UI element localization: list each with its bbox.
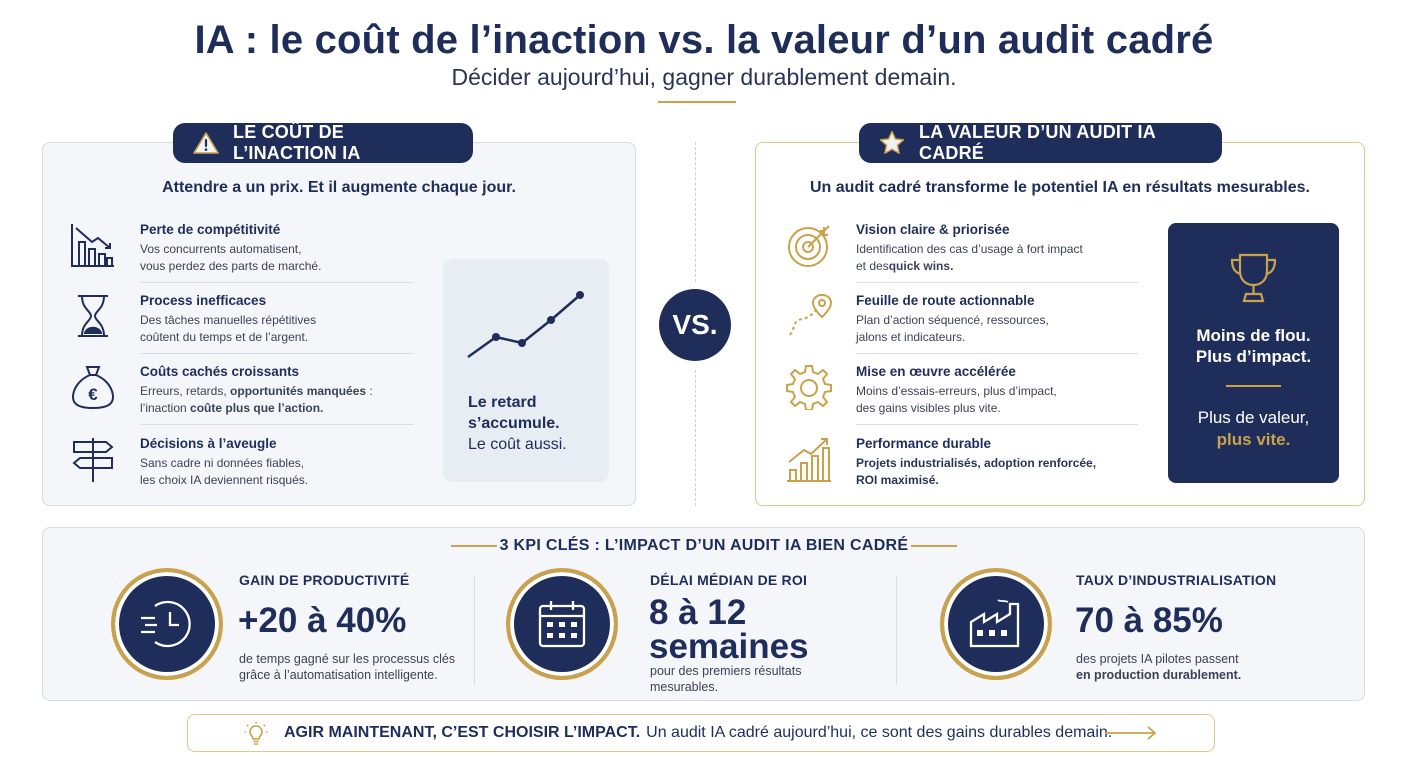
item-title: Coûts cachés croissants (140, 364, 300, 379)
money-bag-euro-icon: € (71, 366, 115, 410)
kpi-value: 70 à 85% (1075, 601, 1223, 640)
item-title: Vision claire & priorisée (856, 222, 1010, 237)
item-title: Process inefficaces (140, 293, 267, 308)
divider (856, 424, 1138, 425)
value-card-rule (1226, 385, 1281, 387)
kpi-icon-badge (506, 568, 618, 680)
kpi-value: 8 à 12 semaines (649, 593, 809, 666)
kpi-title-rule-right (911, 545, 957, 547)
item-description: Vos concurrents automatisent, vous perdez… (140, 242, 322, 273)
item-description: Erreurs, retards, opportunités manquées … (140, 384, 373, 415)
inaction-cost-header-label: LE COÛT DE L’INACTION IA (233, 122, 361, 163)
value-card-tagline: Plus de valeur, plus vite. (1197, 408, 1310, 449)
kpi-label: DÉLAI MÉDIAN DE ROI (650, 572, 808, 588)
trend-card: Le retard s’accumule. Le coût aussi. (443, 259, 609, 482)
rising-trend-line-icon (467, 291, 584, 359)
lightbulb-icon (244, 722, 268, 745)
svg-text:€: € (88, 385, 98, 404)
audit-value-header: LA VALEUR D’UN AUDIT IA CADRÉ (859, 122, 1222, 163)
item-title: Performance durable (856, 436, 992, 451)
declining-bar-chart-icon (71, 224, 114, 267)
cta-bold-text: AGIR MAINTENANT, C’EST CHOISIR L’IMPACT. (284, 724, 641, 741)
item-description: Projets industrialisés, adoption renforc… (856, 456, 1097, 487)
audit-value-lead: Un audit cadré transforme le potentiel I… (810, 179, 1310, 196)
divider (474, 575, 475, 685)
audit-value-list: Vision claire & priorisée Identification… (786, 222, 1138, 492)
cta-text: Un audit IA cadré aujourd’hui, ce sont d… (646, 724, 1113, 741)
kpi-description: des projets IA pilotes passent en product… (1076, 652, 1242, 682)
page-title: IA : le coût de l’inaction vs. la valeur… (194, 18, 1214, 62)
warning-icon (193, 132, 219, 154)
call-to-action-banner[interactable]: AGIR MAINTENANT, C’EST CHOISIR L’IMPACT.… (187, 714, 1215, 752)
divider (140, 353, 414, 354)
divider (140, 424, 414, 425)
vs-badge: VS. (659, 289, 731, 361)
item-title: Décisions à l’aveugle (140, 436, 277, 451)
trend-caption: Le retard s’accumule. Le coût aussi. (468, 394, 567, 453)
item-title: Feuille de route actionnable (856, 293, 1035, 308)
divider (856, 282, 1138, 283)
kpi-description: de temps gagné sur les processus clés grâ… (239, 652, 456, 682)
divider-dashed (695, 370, 696, 506)
kpi-panel (42, 527, 1365, 701)
gear-icon (786, 365, 832, 410)
kpi-icon-badge (940, 568, 1052, 680)
audit-value-header-label: LA VALEUR D’UN AUDIT IA CADRÉ (919, 122, 1156, 163)
kpi-section-title: 3 KPI CLÉS : L’IMPACT D’UN AUDIT IA BIEN… (499, 537, 909, 554)
divider (896, 575, 897, 685)
arrow-right-icon (1105, 726, 1157, 740)
inaction-cost-lead: Attendre a un prix. Et il augmente chaqu… (162, 179, 516, 196)
kpi-description: pour des premiers résultats mesurables. (650, 664, 802, 694)
target-icon (788, 225, 830, 267)
divider (140, 282, 414, 283)
page-subtitle: Décider aujourd’hui, gagner durablement … (451, 64, 957, 90)
item-description: Identification des cas d’usage à fort im… (856, 242, 1083, 273)
growth-chart-icon (787, 438, 831, 482)
clock-speed-icon (141, 600, 191, 648)
item-description: Des tâches manuelles répétitives coûtent … (140, 313, 317, 344)
kpi-label: GAIN DE PRODUCTIVITÉ (239, 572, 410, 588)
inaction-cost-list: Perte de compétitivité Vos concurrents a… (70, 222, 414, 492)
item-title: Mise en œuvre accélérée (856, 364, 1016, 379)
signpost-icon (72, 438, 114, 482)
kpi-value: +20 à 40% (238, 601, 407, 640)
star-icon (879, 130, 905, 154)
value-card: Moins de flou. Plus d’impact. Plus de val… (1168, 223, 1339, 483)
trophy-icon (1230, 253, 1277, 303)
route-pin-icon (789, 293, 832, 336)
factory-icon (969, 599, 1020, 648)
kpi-title-rule-left (451, 545, 497, 547)
divider (856, 353, 1138, 354)
item-description: Plan d’action séquencé, ressources, jalon… (856, 313, 1049, 344)
calendar-icon (538, 601, 586, 648)
kpi-icon-badge (111, 568, 223, 680)
divider-dashed (695, 142, 696, 282)
item-description: Moins d’essais-erreurs, plus d’impact, de… (856, 384, 1057, 415)
value-card-headline: Moins de flou. Plus d’impact. (1195, 326, 1312, 366)
item-title: Perte de compétitivité (140, 222, 281, 237)
item-description: Sans cadre ni données fiables, les choix … (140, 456, 309, 487)
hourglass-icon (78, 295, 108, 337)
subtitle-underline (658, 101, 736, 103)
kpi-label: TAUX D’INDUSTRIALISATION (1076, 572, 1277, 588)
inaction-cost-header: LE COÛT DE L’INACTION IA (173, 122, 473, 163)
